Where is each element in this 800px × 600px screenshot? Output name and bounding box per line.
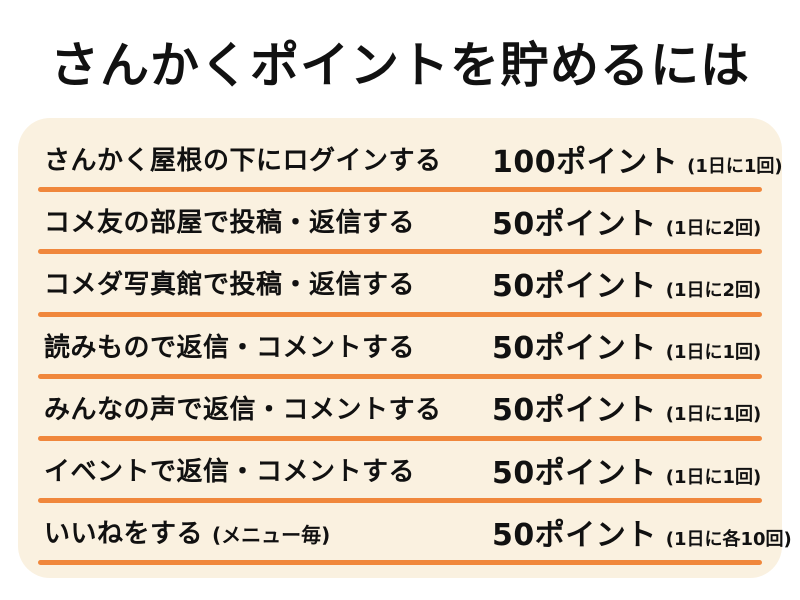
action-label: 読みもので返信・コメントする xyxy=(44,327,492,364)
action-text: コメダ写真館で投稿・返信する xyxy=(44,270,416,301)
divider-line xyxy=(38,498,762,504)
points-cell: 50ポイント (1日に2回) xyxy=(492,261,761,305)
action-text: みんなの声で返信・コメントする xyxy=(44,394,442,425)
points-cell: 50ポイント (1日に1回) xyxy=(492,385,761,429)
action-label: さんかく屋根の下にログインする xyxy=(44,140,492,177)
action-text: 読みもので返信・コメントする xyxy=(44,332,416,363)
divider-line xyxy=(38,187,762,193)
points-value: 50ポイント xyxy=(492,331,657,367)
divider-line xyxy=(38,373,762,379)
points-cell: 100ポイント (1日に1回) xyxy=(492,137,783,181)
table-row: いいねをする (メニュー毎) 50ポイント (1日に各10回) xyxy=(38,503,792,566)
points-limit: (1日に2回) xyxy=(665,279,762,301)
action-label: イベントで返信・コメントする xyxy=(44,451,492,488)
points-cell: 50ポイント (1日に1回) xyxy=(492,448,761,492)
points-cell: 50ポイント (1日に各10回) xyxy=(492,510,792,554)
points-value: 50ポイント xyxy=(492,517,657,553)
table-row: コメ友の部屋で投稿・返信する 50ポイント (1日に2回) xyxy=(38,192,762,255)
table-row: コメダ写真館で投稿・返信する 50ポイント (1日に2回) xyxy=(38,254,762,317)
action-text: イベントで返信・コメントする xyxy=(44,457,416,488)
points-limit: (1日に2回) xyxy=(665,217,762,239)
points-limit: (1日に1回) xyxy=(665,342,762,364)
divider-line xyxy=(38,311,762,317)
divider-line xyxy=(38,560,762,566)
points-limit: (1日に1回) xyxy=(665,404,762,426)
action-label: いいねをする (メニュー毎) xyxy=(44,513,492,550)
points-table-card: さんかく屋根の下にログインする 100ポイント (1日に1回) コメ友の部屋で投… xyxy=(18,118,792,578)
divider-line xyxy=(38,435,762,441)
points-value: 50ポイント xyxy=(492,455,657,491)
points-value: 50ポイント xyxy=(492,393,657,429)
action-label: みんなの声で返信・コメントする xyxy=(44,389,492,426)
points-cell: 50ポイント (1日に1回) xyxy=(492,323,761,367)
action-text: さんかく屋根の下にログインする xyxy=(44,146,442,177)
points-value: 100ポイント xyxy=(492,144,679,180)
divider-line xyxy=(38,249,762,255)
table-row: 読みもので返信・コメントする 50ポイント (1日に1回) xyxy=(38,317,762,379)
points-limit: (1日に1回) xyxy=(687,155,783,177)
action-note: (メニュー毎) xyxy=(212,523,331,548)
action-text: コメ友の部屋で投稿・返信する xyxy=(44,208,416,239)
points-value: 50ポイント xyxy=(492,268,657,304)
page-title: さんかくポイントを貯めるには xyxy=(49,37,750,94)
table-row: みんなの声で返信・コメントする 50ポイント (1日に1回) xyxy=(38,379,762,441)
table-row: さんかく屋根の下にログインする 100ポイント (1日に1回) xyxy=(38,130,783,193)
action-label: コメ友の部屋で投稿・返信する xyxy=(44,202,492,239)
points-limit: (1日に1回) xyxy=(665,466,762,488)
points-cell: 50ポイント (1日に2回) xyxy=(492,199,761,243)
points-value: 50ポイント xyxy=(492,206,657,242)
action-text: いいねをする xyxy=(44,519,204,550)
points-limit: (1日に各10回) xyxy=(665,528,792,550)
table-row: イベントで返信・コメントする 50ポイント (1日に1回) xyxy=(38,441,762,504)
action-label: コメダ写真館で投稿・返信する xyxy=(44,264,492,301)
